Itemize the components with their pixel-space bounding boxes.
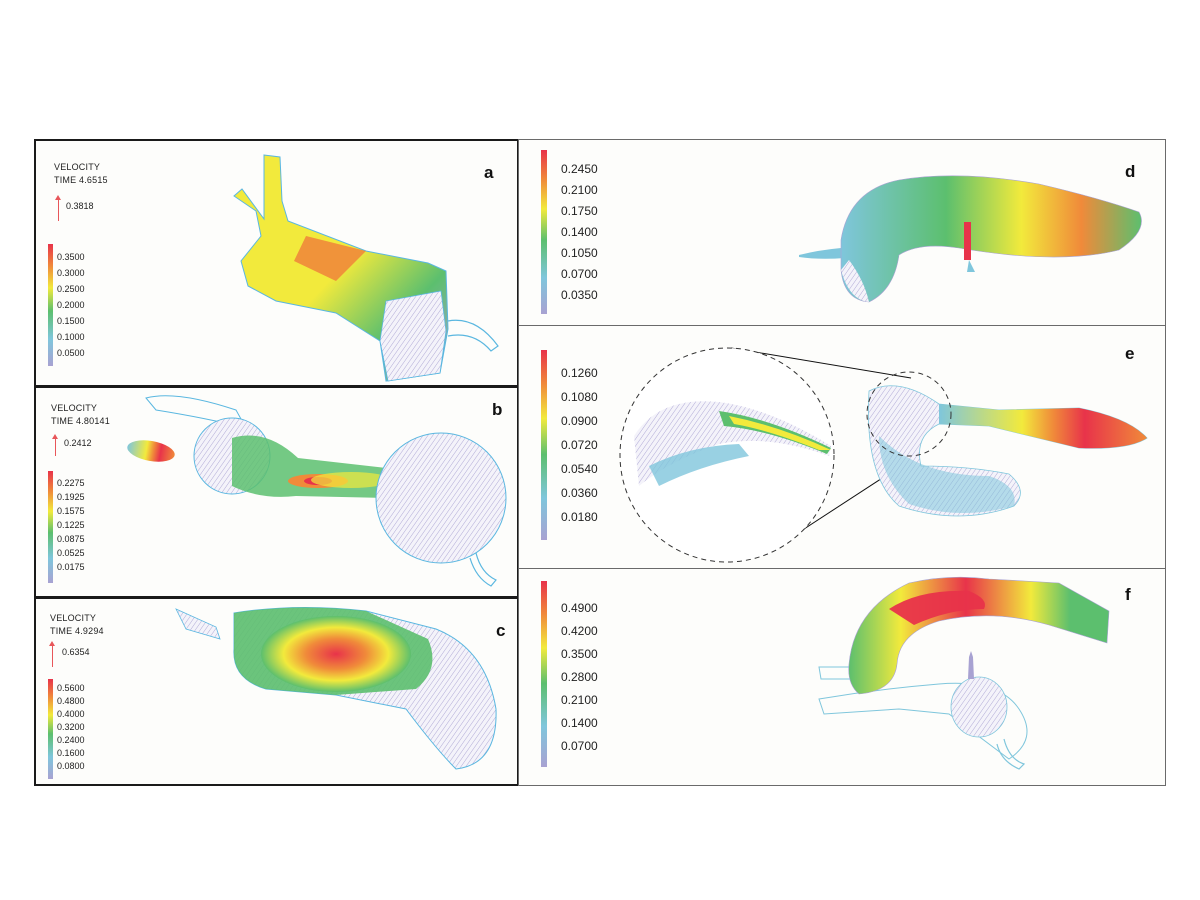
- colorbar-tick: 0.1575: [57, 506, 85, 516]
- colorbar-tick: 0.0525: [57, 548, 85, 558]
- colorbar-tick: 0.0700: [561, 739, 598, 753]
- colorbar-tick: 0.0800: [57, 761, 85, 771]
- panel-b-flow-figure: [127, 395, 507, 587]
- panel-a-time-label: TIME 4.6515: [54, 175, 108, 185]
- panel-c-letter: c: [496, 621, 506, 640]
- colorbar-tick: 0.2275: [57, 478, 85, 488]
- colorbar-tick: 0.1050: [561, 246, 598, 260]
- panel-a-reference-arrow: [55, 195, 61, 221]
- colorbar-tick: 0.3500: [57, 252, 85, 262]
- colorbar-tick: 0.1500: [57, 316, 85, 326]
- colorbar-tick: 0.4900: [561, 601, 598, 615]
- colorbar-tick: 0.0700: [561, 267, 598, 281]
- panel-c-velocity-label: VELOCITY: [50, 613, 97, 623]
- colorbar-tick: 0.0900: [561, 414, 598, 428]
- panel-e: 0.1260 0.1080 0.0900 0.0720 0.0540 0.036…: [518, 325, 1166, 569]
- panel-b-velocity-label: VELOCITY: [51, 403, 98, 413]
- colorbar-tick: 0.0360: [561, 486, 598, 500]
- panel-e-letter: e: [1125, 344, 1135, 363]
- colorbar-tick: 0.2450: [561, 162, 598, 176]
- colorbar-tick: 0.0875: [57, 534, 85, 544]
- panel-b-arrow-value: 0.2412: [64, 438, 92, 448]
- colorbar-tick: 0.0180: [561, 510, 598, 524]
- panel-b: VELOCITY TIME 4.80141 0.2412 0.2275 0.19…: [34, 386, 519, 598]
- panel-c-flow-figure: [175, 606, 497, 770]
- colorbar-tick: 0.0540: [561, 462, 598, 476]
- colorbar-tick: 0.3500: [561, 647, 598, 661]
- colorbar-tick: 0.0720: [561, 438, 598, 452]
- panel-d-letter: d: [1125, 162, 1136, 181]
- colorbar-tick: 0.1750: [561, 204, 598, 218]
- panel-a-letter: a: [484, 163, 494, 182]
- colorbar-tick: 0.0175: [57, 562, 85, 572]
- panel-f-letter: f: [1125, 585, 1131, 604]
- panel-a-colorbar: 0.3500 0.3000 0.2500 0.2000 0.1500 0.100…: [48, 244, 108, 366]
- panel-b-reference-arrow: [52, 434, 58, 456]
- panel-c: VELOCITY TIME 4.9294 0.6354 0.5600 0.480…: [34, 597, 519, 786]
- colorbar-tick: 0.1400: [561, 716, 598, 730]
- panel-c-reference-arrow: [49, 641, 55, 667]
- colorbar-tick: 0.5600: [57, 683, 85, 693]
- colorbar-tick: 0.1400: [561, 225, 598, 239]
- panel-a-velocity-label: VELOCITY: [54, 162, 101, 172]
- colorbar-tick: 0.4800: [57, 696, 85, 706]
- colorbar-tick: 0.2500: [57, 284, 85, 294]
- colorbar-tick: 0.4200: [561, 624, 598, 638]
- colorbar-tick: 0.1925: [57, 492, 85, 502]
- panel-c-arrow-value: 0.6354: [62, 647, 90, 657]
- panel-d: 0.2450 0.2100 0.1750 0.1400 0.1050 0.070…: [518, 139, 1166, 326]
- panel-a: VELOCITY TIME 4.6515 0.3818 0.3500 0.300…: [34, 139, 519, 387]
- colorbar-tick: 0.1225: [57, 520, 85, 530]
- panel-e-flow-figure: [619, 347, 1148, 563]
- panel-d-colorbar: 0.2450 0.2100 0.1750 0.1400 0.1050 0.070…: [541, 150, 621, 314]
- panel-c-time-label: TIME 4.9294: [50, 626, 104, 636]
- colorbar-tick: 0.2000: [57, 300, 85, 310]
- panel-f-colorbar: 0.4900 0.4200 0.3500 0.2800 0.2100 0.140…: [541, 581, 621, 767]
- panel-f-flow-figure: [818, 576, 1110, 770]
- panel-b-colorbar: 0.2275 0.1925 0.1575 0.1225 0.0875 0.052…: [48, 471, 108, 583]
- panel-a-arrow-value: 0.3818: [66, 201, 94, 211]
- panel-c-colorbar: 0.5600 0.4800 0.4000 0.3200 0.2400 0.160…: [48, 679, 108, 779]
- colorbar-tick: 0.1600: [57, 748, 85, 758]
- colorbar-tick: 0.2800: [561, 670, 598, 684]
- colorbar-tick: 0.0500: [57, 348, 85, 358]
- colorbar-tick: 0.3000: [57, 268, 85, 278]
- colorbar-tick: 0.4000: [57, 709, 85, 719]
- panel-b-time-label: TIME 4.80141: [51, 416, 110, 426]
- colorbar-tick: 0.0350: [561, 288, 598, 302]
- colorbar-tick: 0.2400: [57, 735, 85, 745]
- colorbar-tick: 0.1260: [561, 366, 598, 380]
- panel-b-letter: b: [492, 400, 503, 419]
- colorbar-tick: 0.1080: [561, 390, 598, 404]
- colorbar-tick: 0.3200: [57, 722, 85, 732]
- colorbar-tick: 0.2100: [561, 183, 598, 197]
- panel-e-colorbar: 0.1260 0.1080 0.0900 0.0720 0.0540 0.036…: [541, 350, 621, 540]
- colorbar-tick: 0.1000: [57, 332, 85, 342]
- panel-f: 0.4900 0.4200 0.3500 0.2800 0.2100 0.140…: [518, 568, 1166, 786]
- colorbar-tick: 0.2100: [561, 693, 598, 707]
- panel-a-flow-figure: [233, 154, 499, 382]
- panel-d-flow-figure: [799, 175, 1142, 303]
